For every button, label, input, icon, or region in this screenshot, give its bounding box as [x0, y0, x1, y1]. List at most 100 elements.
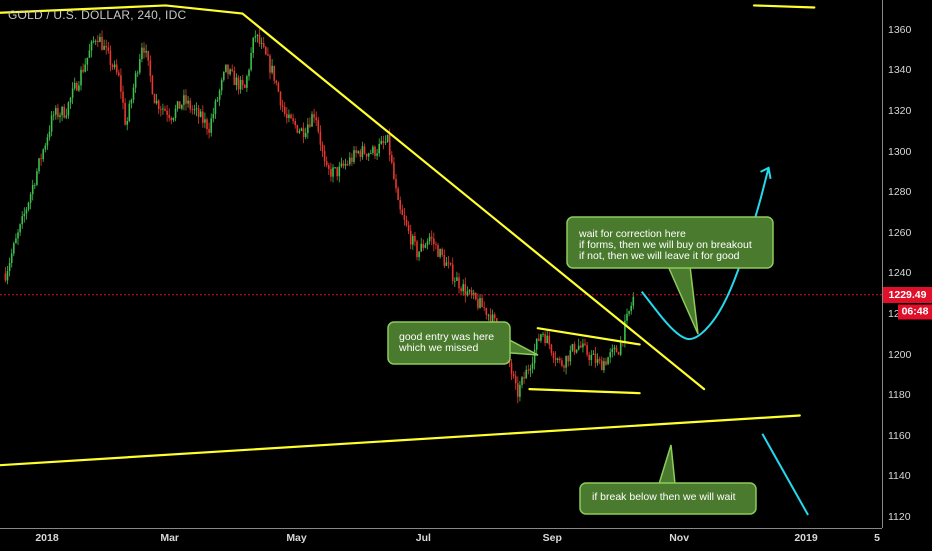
callout-break-below-pointer [657, 444, 676, 485]
candle [162, 103, 164, 115]
candle [61, 106, 63, 122]
candle [580, 341, 582, 349]
candle [552, 350, 555, 363]
candle [409, 224, 412, 250]
callout-text: if break below then we will wait [592, 491, 736, 503]
candle [451, 257, 454, 285]
candle [101, 30, 103, 51]
candle [271, 59, 273, 75]
candle [80, 66, 82, 91]
price-tick-label: 1360 [888, 23, 912, 36]
candle [120, 68, 122, 99]
candle [571, 343, 574, 353]
callout-text: if not, then we will leave it for good [579, 250, 740, 262]
candle [416, 239, 418, 261]
time-tick-label: May [286, 532, 307, 544]
candle [122, 85, 124, 110]
candle [6, 265, 9, 285]
candle [342, 160, 345, 169]
candle [361, 141, 364, 160]
candle [189, 97, 192, 113]
candle [630, 302, 633, 315]
candle [97, 35, 99, 48]
candle [328, 162, 330, 176]
candle [590, 350, 593, 366]
candle [454, 277, 456, 287]
candle [538, 333, 540, 342]
candle [296, 124, 299, 134]
candle [420, 237, 423, 253]
price-tick-label: 1280 [888, 186, 912, 199]
candle [605, 357, 607, 366]
candle [82, 63, 84, 74]
trendlines[interactable] [0, 4, 816, 467]
candle [36, 168, 38, 187]
candle [164, 105, 166, 112]
candle [412, 233, 414, 250]
candle [115, 59, 118, 75]
candle [176, 100, 179, 112]
candle [10, 248, 13, 268]
candle [244, 84, 246, 89]
candle [220, 77, 223, 96]
candle [288, 109, 290, 123]
candle [321, 141, 324, 158]
candle [514, 370, 517, 390]
price-axis[interactable] [882, 0, 932, 528]
candle [575, 349, 578, 354]
candle [554, 351, 557, 367]
trendline-resistance [0, 4, 706, 391]
candle [42, 148, 45, 162]
candle [439, 248, 441, 259]
candle [588, 351, 591, 366]
price-tick-label: 1160 [888, 429, 911, 442]
candle [626, 308, 628, 325]
candle [17, 229, 19, 245]
candle [214, 98, 217, 119]
candle [267, 47, 269, 57]
price-tick-label: 1200 [888, 348, 912, 361]
candle [517, 376, 519, 404]
candle [319, 125, 322, 151]
candle [283, 101, 286, 117]
candle [168, 108, 171, 122]
candle [286, 107, 288, 124]
candle [250, 47, 252, 72]
candle [512, 370, 515, 379]
candle [399, 196, 402, 214]
trendline-support [0, 414, 801, 467]
candle [128, 100, 131, 123]
candle [428, 232, 431, 245]
candle [118, 69, 120, 77]
candle [178, 101, 181, 109]
candle [260, 37, 263, 49]
candle [229, 68, 231, 76]
candle [153, 93, 156, 104]
candle [525, 365, 528, 379]
annotation-callouts[interactable] [387, 216, 774, 515]
candle [113, 60, 116, 70]
candle [405, 215, 408, 227]
candle [487, 313, 490, 321]
callout-wait-correction-box [566, 216, 774, 269]
candle [298, 128, 301, 135]
candle [141, 42, 143, 63]
candle [561, 357, 563, 368]
candle [378, 138, 381, 157]
time-axis[interactable] [0, 528, 882, 551]
candle [206, 117, 208, 135]
candle [65, 108, 68, 120]
candle [239, 76, 242, 94]
candle [424, 242, 427, 249]
candle [233, 66, 236, 86]
candle [204, 112, 206, 129]
candle [50, 111, 53, 137]
candle [443, 249, 446, 269]
callout-wait-correction-pointer [666, 265, 699, 335]
candle [330, 162, 332, 182]
candle [357, 150, 360, 155]
candle [346, 160, 349, 166]
candle [212, 107, 215, 123]
candle [584, 338, 586, 347]
